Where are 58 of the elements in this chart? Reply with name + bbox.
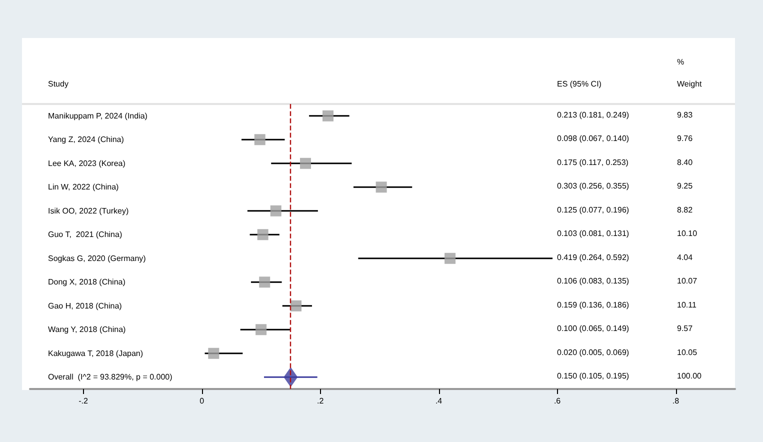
x-tick-label: -.2 [78,396,89,406]
annotation: 10.11 [677,300,697,310]
annotation: 0.303 (0.256, 0.355) [557,182,630,191]
y-tick-label: Kakugawa T, 2018 (Japan) [48,348,144,358]
x-tick-label: .6 [554,396,562,406]
annotation: 10.05 [677,348,698,357]
y-tick-label: Manikuppam P, 2024 (India) [48,111,148,120]
x-tick-label: .2 [316,396,324,406]
y-tick-label: Overall (I^2 = 93.829%, p = 0.000) [48,372,173,382]
point [259,276,270,288]
annotation: 0.106 (0.083, 0.135) [557,276,630,286]
annotation: 10.10 [677,229,698,238]
annotation: 9.76 [677,134,694,144]
annotation: 0.159 (0.136, 0.186) [557,300,630,310]
text: Weight [677,80,703,88]
y-tick-label: Dong X, 2018 (China) [48,278,126,287]
annotation: 0.100 (0.065, 0.149) [557,324,630,334]
y-tick-label: Guo T, 2021 (China) [48,230,122,240]
y-tick-label: Wang Y, 2018 (China) [48,325,126,334]
point [270,205,282,216]
y-tick-label: Isik OO, 2022 (Turkey) [48,206,129,216]
point [284,367,298,388]
annotation: 8.40 [677,158,694,167]
point [256,324,267,336]
annotation: 9.25 [677,182,694,191]
annotation: 0.175 (0.117, 0.253) [557,158,629,167]
annotation: 0.419 (0.264, 0.592) [557,252,630,262]
point [290,300,302,312]
point [257,229,268,240]
text: Study [48,80,68,88]
point [376,182,387,193]
y-tick-label: Lee KA, 2023 (Korea) [48,158,126,168]
annotation: 9.83 [677,110,694,120]
annotation: 0.098 (0.067, 0.140) [557,134,630,144]
point [300,158,311,169]
x-tick-label: .4 [435,396,443,406]
y-tick-label: Lin W, 2022 (China) [48,182,120,192]
text: % [677,58,684,66]
point [322,110,334,122]
annotation: 10.07 [677,276,698,286]
annotation: 0.103 (0.081, 0.131) [557,229,630,238]
point [208,348,220,359]
annotation: 8.82 [677,205,694,214]
y-tick-label: Gao H, 2018 (China) [48,301,122,310]
x-tick-label: .8 [672,396,680,406]
annotation: 9.57 [677,324,694,334]
point [444,252,456,264]
y-tick-label: Sogkas G, 2020 (Germany) [48,254,146,263]
text: ES (95% CI) [557,80,602,88]
x-tick-label: 0 [200,396,205,406]
annotation: 0.020 (0.005, 0.069) [557,348,630,357]
annotation: 0.150 (0.105, 0.195) [557,372,630,381]
annotation: 100.00 [677,372,702,381]
annotation: 4.04 [677,252,694,262]
annotation: 0.125 (0.077, 0.196) [557,205,630,214]
point [254,134,266,146]
y-tick-label: Yang Z, 2024 (China) [48,135,124,144]
annotation: 0.213 (0.181, 0.249) [557,110,630,120]
